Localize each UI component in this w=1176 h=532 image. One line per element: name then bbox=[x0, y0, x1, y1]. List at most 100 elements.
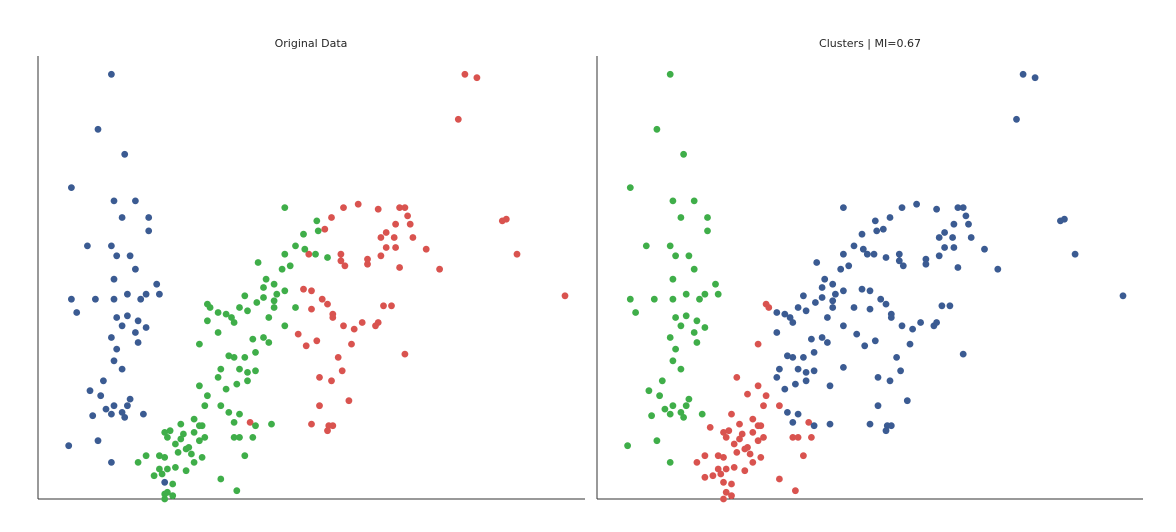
data-point-green bbox=[653, 125, 661, 133]
data-point-blue bbox=[874, 374, 882, 381]
data-point-green bbox=[292, 304, 299, 311]
data-point-red bbox=[461, 70, 469, 78]
data-point-blue bbox=[110, 295, 118, 303]
data-point-blue bbox=[108, 242, 115, 250]
data-point-blue bbox=[773, 329, 781, 336]
data-point-blue bbox=[933, 319, 940, 326]
data-point-green bbox=[196, 382, 203, 390]
points-original-data bbox=[65, 70, 569, 503]
data-point-green bbox=[217, 365, 225, 373]
data-point-blue bbox=[870, 250, 878, 258]
data-point-green bbox=[260, 294, 267, 301]
data-point-green bbox=[260, 334, 267, 341]
data-point-green bbox=[680, 414, 687, 421]
data-point-red bbox=[754, 437, 762, 445]
data-point-green bbox=[161, 490, 169, 498]
data-point-blue bbox=[826, 382, 834, 390]
data-point-blue bbox=[800, 292, 807, 300]
data-point-blue bbox=[895, 257, 903, 265]
data-point-red bbox=[722, 465, 730, 473]
data-point-blue bbox=[949, 234, 956, 241]
data-point-green bbox=[669, 402, 677, 410]
data-point-blue bbox=[858, 230, 866, 238]
data-point-green bbox=[253, 299, 261, 306]
data-point-green bbox=[244, 307, 251, 315]
data-point-green bbox=[214, 329, 222, 336]
data-point-green bbox=[270, 297, 278, 305]
data-point-green bbox=[693, 317, 701, 325]
data-point-red bbox=[754, 340, 762, 348]
data-point-red bbox=[358, 319, 366, 326]
data-point-red bbox=[406, 220, 414, 228]
data-point-green bbox=[661, 405, 669, 413]
data-point-red bbox=[473, 74, 481, 82]
data-point-green bbox=[164, 465, 171, 473]
data-point-blue bbox=[794, 365, 802, 373]
data-point-blue bbox=[813, 259, 821, 266]
data-point-green bbox=[270, 304, 278, 311]
data-point-green bbox=[666, 334, 674, 341]
data-point-blue bbox=[922, 260, 930, 268]
data-point-green bbox=[666, 459, 674, 466]
data-point-red bbox=[749, 459, 757, 466]
data-point-blue bbox=[97, 392, 105, 400]
data-point-blue bbox=[110, 357, 118, 365]
data-point-blue bbox=[906, 340, 914, 348]
data-point-green bbox=[177, 435, 185, 443]
data-point-red bbox=[422, 245, 430, 253]
data-point-blue bbox=[981, 245, 988, 253]
data-point-red bbox=[401, 350, 409, 358]
data-point-red bbox=[738, 430, 746, 438]
data-point-blue bbox=[840, 364, 847, 371]
data-point-blue bbox=[826, 420, 834, 428]
data-point-red bbox=[318, 295, 326, 303]
data-point-green bbox=[233, 380, 241, 388]
data-point-blue bbox=[829, 280, 837, 288]
data-point-green bbox=[150, 472, 158, 480]
data-point-blue bbox=[877, 295, 885, 303]
data-point-blue bbox=[950, 220, 958, 228]
data-point-green bbox=[632, 309, 639, 316]
data-point-green bbox=[169, 480, 177, 488]
data-point-blue bbox=[898, 322, 906, 330]
data-point-red bbox=[498, 217, 506, 225]
data-point-green bbox=[172, 440, 179, 448]
data-point-red bbox=[741, 467, 749, 475]
data-point-blue bbox=[962, 212, 970, 220]
data-point-blue bbox=[922, 255, 930, 263]
data-point-blue bbox=[882, 300, 890, 308]
data-point-blue bbox=[1031, 74, 1039, 82]
data-point-green bbox=[642, 242, 650, 250]
data-point-green bbox=[324, 254, 331, 261]
data-point-green bbox=[161, 495, 169, 503]
data-point-blue bbox=[808, 335, 815, 343]
data-point-blue bbox=[946, 302, 954, 310]
data-point-red bbox=[714, 465, 722, 473]
data-point-blue bbox=[866, 305, 874, 313]
data-point-blue bbox=[794, 410, 802, 418]
data-point-red bbox=[725, 427, 733, 435]
data-point-blue bbox=[935, 252, 943, 260]
data-point-green bbox=[265, 314, 273, 321]
data-point-red bbox=[792, 487, 799, 495]
data-point-blue bbox=[118, 322, 126, 330]
data-point-blue bbox=[118, 214, 126, 221]
data-point-green bbox=[201, 434, 209, 441]
data-point-red bbox=[720, 478, 727, 486]
data-point-green bbox=[677, 365, 685, 373]
data-point-green bbox=[701, 290, 709, 298]
data-point-red bbox=[302, 342, 310, 350]
data-point-blue bbox=[124, 402, 131, 410]
data-point-red bbox=[733, 449, 741, 456]
data-point-green bbox=[244, 369, 251, 376]
data-point-green bbox=[161, 429, 169, 436]
data-point-blue bbox=[784, 409, 791, 416]
data-point-green bbox=[214, 309, 222, 316]
data-point-red bbox=[396, 204, 403, 212]
data-point-red bbox=[736, 420, 743, 428]
data-point-blue bbox=[108, 410, 115, 418]
data-point-green bbox=[166, 427, 174, 435]
data-point-blue bbox=[950, 244, 958, 251]
data-point-blue bbox=[156, 290, 163, 298]
data-point-green bbox=[260, 284, 267, 291]
